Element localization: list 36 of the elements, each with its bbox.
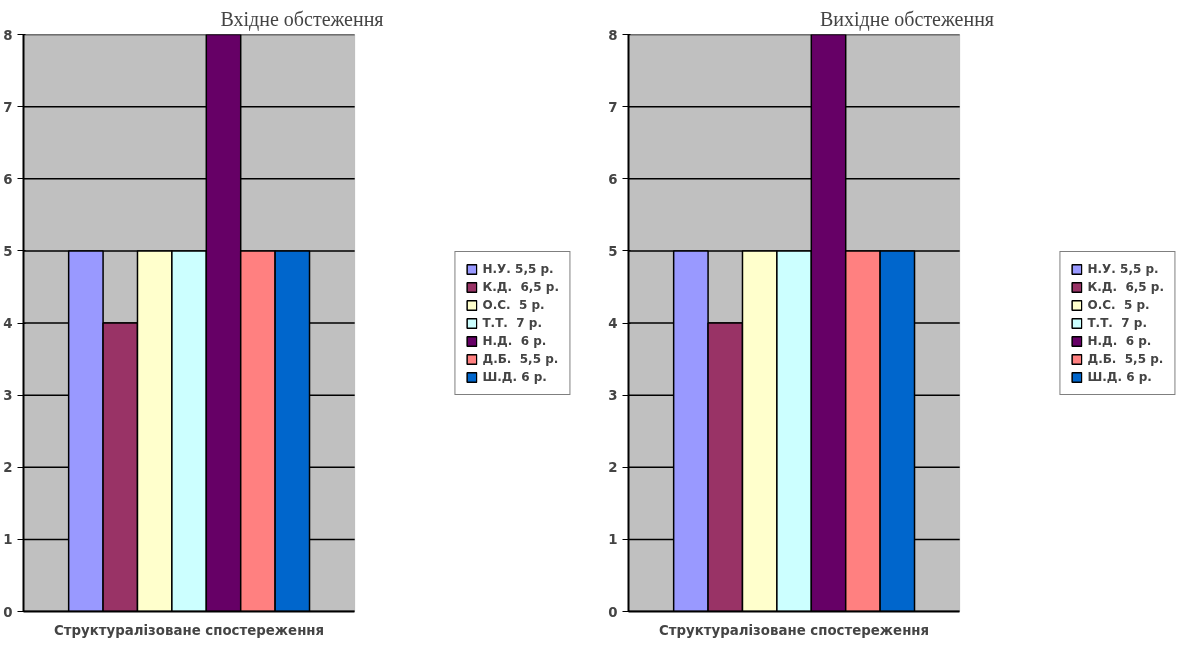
legend-label: К.Д. 6,5 р. [482, 279, 559, 294]
y-tick-label: 3 [3, 388, 13, 404]
legend-label: О.С. 5 р. [1087, 297, 1150, 312]
legend-label: Н.Д. 6 р. [1087, 333, 1152, 348]
y-tick-label: 0 [608, 604, 618, 620]
chart-title: Вихідне обстеження [819, 7, 995, 31]
legend-label: К.Д. 6,5 р. [1087, 279, 1164, 294]
legend-label: Н.У. 5,5 р. [482, 261, 554, 276]
x-tick-label: Структуралізоване спостереження [659, 622, 930, 638]
legend-label: Т.Т. 7 р. [1087, 315, 1147, 330]
y-tick-label: 0 [3, 604, 13, 620]
legend-label: Т.Т. 7 р. [482, 315, 542, 330]
y-tick-label: 1 [608, 532, 618, 548]
y-tick-label: 3 [608, 388, 618, 404]
y-tick-label: 6 [608, 171, 618, 187]
y-tick-label: 5 [608, 243, 618, 259]
x-tick-label: Структуралізоване спостереження [54, 622, 325, 638]
legend-label: Д.Б. 5,5 р. [482, 351, 559, 366]
legend-label: О.С. 5 р. [482, 297, 545, 312]
legend-label: Н.Д. 6 р. [482, 333, 547, 348]
y-tick-label: 2 [3, 460, 13, 476]
y-tick-label: 7 [3, 99, 13, 115]
chart-title: Вхідне обстеження [220, 7, 384, 31]
y-tick-label: 8 [608, 27, 618, 43]
y-tick-label: 4 [3, 316, 13, 331]
legend-label: Ш.Д. 6 р. [1087, 369, 1152, 384]
legend-label: Д.Б. 5,5 р. [1087, 351, 1164, 366]
y-tick-label: 4 [608, 316, 618, 331]
y-tick-label: 1 [3, 532, 13, 548]
y-tick-label: 8 [3, 27, 13, 43]
legend-label: Н.У. 5,5 р. [1087, 261, 1159, 276]
legend-label: Ш.Д. 6 р. [482, 369, 547, 384]
y-tick-label: 6 [3, 171, 13, 187]
y-tick-label: 7 [608, 99, 618, 115]
y-tick-label: 2 [608, 460, 618, 476]
y-tick-label: 5 [3, 243, 13, 259]
